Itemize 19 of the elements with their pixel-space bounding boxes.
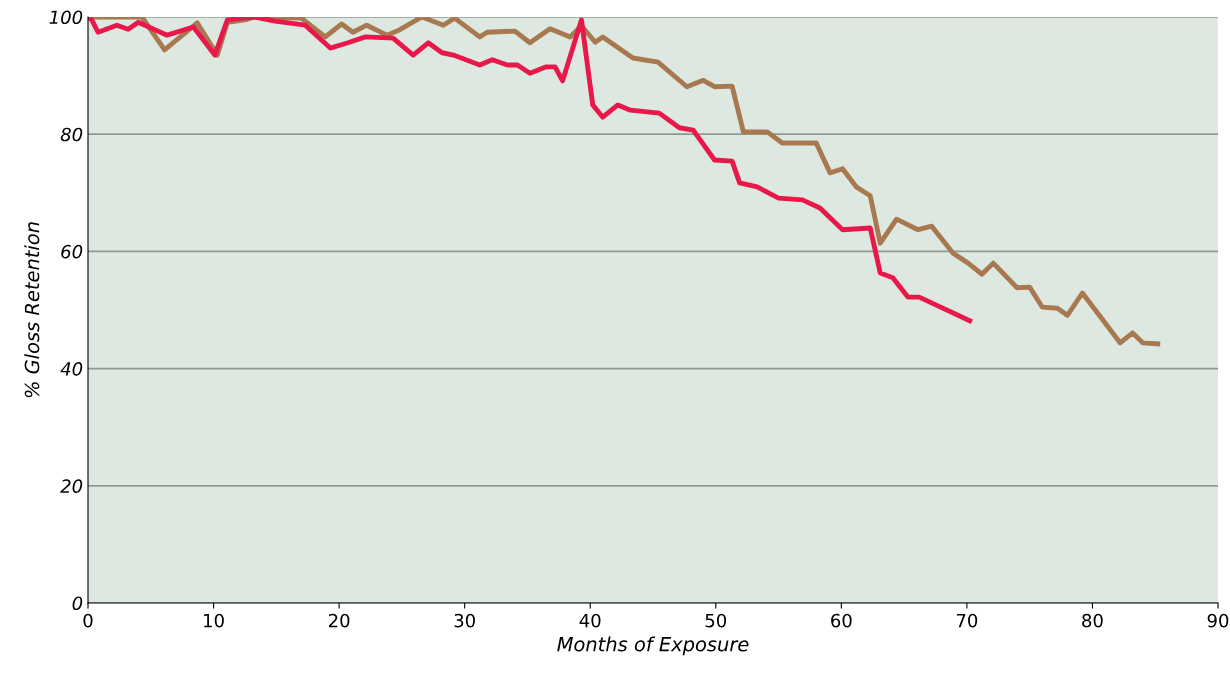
y-tick-label: 100 bbox=[49, 10, 83, 25]
y-tick-label: 80 bbox=[60, 127, 83, 142]
x-tick-label: 10 bbox=[204, 613, 224, 628]
y-axis-title: % Gloss Retention bbox=[24, 222, 40, 398]
x-tick-label: 0 bbox=[83, 613, 93, 628]
x-tick-label: 20 bbox=[328, 613, 350, 628]
x-tick-label: 80 bbox=[1082, 613, 1103, 628]
x-tick-label: 60 bbox=[831, 613, 852, 628]
x-tick-label: 50 bbox=[705, 613, 727, 628]
x-tick-label: 40 bbox=[579, 613, 601, 628]
x-axis-title: Months of Exposure bbox=[557, 636, 749, 656]
line-series bbox=[88, 17, 975, 325]
y-tick-label: 40 bbox=[60, 362, 83, 376]
y-tick-label: 20 bbox=[60, 479, 83, 493]
x-tick-label: 70 bbox=[956, 613, 978, 628]
x-tick-label: 90 bbox=[1207, 613, 1229, 628]
y-tick-label: 0 bbox=[72, 596, 83, 611]
x-tick-label: 30 bbox=[454, 613, 475, 628]
y-tick-label: 60 bbox=[61, 244, 83, 259]
